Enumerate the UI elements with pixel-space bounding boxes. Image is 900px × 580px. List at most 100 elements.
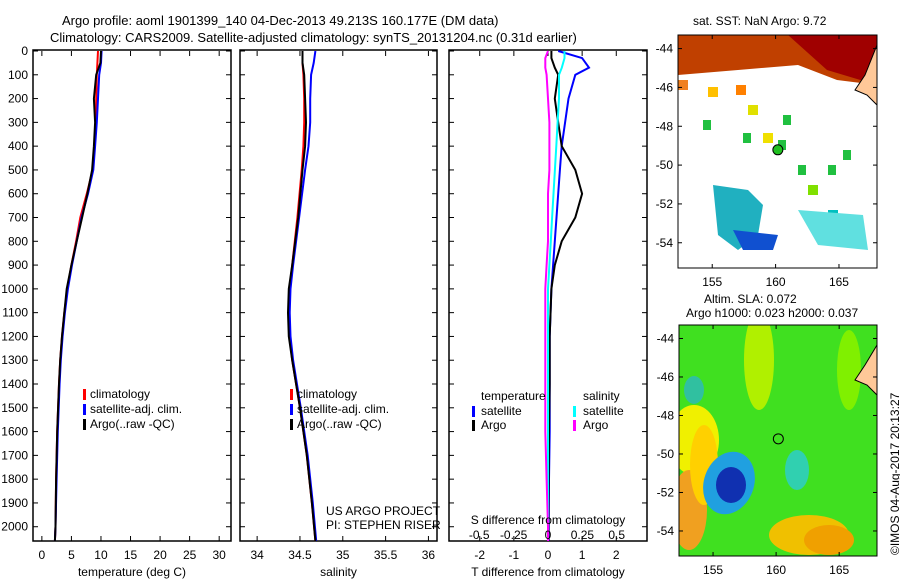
lat-tick-label: -54 [656, 236, 674, 250]
x-tick-label: 20 [153, 548, 167, 562]
s-diff-tick-label: -0.25 [500, 528, 528, 542]
sla-patch [804, 525, 854, 555]
sst-pixel [843, 150, 851, 160]
lat-tick-label: -52 [656, 197, 674, 211]
depth-tick-label: 600 [8, 187, 28, 201]
argo-float-marker [772, 144, 784, 156]
title-line-1: Argo profile: aoml 1901399_140 04-Dec-20… [62, 13, 499, 28]
lon-tick-label: 160 [766, 563, 786, 577]
sst-pixel [763, 133, 773, 143]
x-tick-label: 15 [124, 548, 138, 562]
title-line-2: Climatology: CARS2009. Satellite-adjuste… [50, 30, 577, 45]
s-diff-tick-label: 0 [545, 528, 552, 542]
depth-tick-label: 1200 [1, 329, 28, 343]
x-tick-label: 0 [39, 548, 46, 562]
legend-swatch [573, 406, 576, 417]
series-line-climatology [53, 50, 99, 542]
series-line-s-argo [544, 50, 551, 541]
depth-tick-label: 1700 [1, 448, 28, 462]
legend-title-temperature: temperature [481, 389, 546, 403]
temperature-x-axis-label: temperature (deg C) [78, 565, 186, 579]
sst-pixel [798, 165, 806, 175]
sla-patch [785, 450, 809, 490]
lat-tick-label: -50 [657, 447, 675, 461]
x-tick-label: 10 [94, 548, 108, 562]
legend-swatch [83, 404, 86, 415]
sst-pixel [678, 80, 688, 90]
difference-x-axis-label: T difference from climatology [471, 565, 625, 579]
legend-label: Argo(..raw -QC) [297, 417, 382, 431]
lon-tick-label: 160 [766, 275, 786, 289]
x-tick-label: 5 [68, 548, 75, 562]
x-tick-label: 30 [212, 548, 226, 562]
sst_map-frame [677, 34, 878, 269]
legend-label: climatology [297, 387, 357, 401]
depth-tick-label: 800 [8, 234, 28, 248]
lat-tick-label: -52 [657, 485, 675, 499]
sst-pixel [708, 87, 718, 97]
depth-tick-label: 700 [8, 211, 28, 225]
sla-low-core [716, 467, 746, 503]
s-diff-tick-label: 0.5 [608, 528, 625, 542]
lon-tick-label: 155 [702, 275, 722, 289]
legend-swatch [83, 419, 86, 430]
depth-tick-label: 400 [8, 139, 28, 153]
x-tick-label: 36 [422, 548, 436, 562]
sla_map-frame [678, 324, 878, 557]
sst-pixel [778, 140, 786, 150]
lon-tick-label: 165 [829, 275, 849, 289]
depth-tick-label: 1900 [1, 496, 28, 510]
legend-swatch [290, 404, 293, 415]
s-diff-axis-label: S difference from climatology [471, 513, 626, 527]
depth-tick-label: 200 [8, 92, 28, 106]
lat-tick-label: -44 [657, 331, 675, 345]
sst_map-field [678, 35, 877, 268]
sst-patch [798, 210, 868, 250]
depth-tick-label: 900 [8, 258, 28, 272]
pi-credit: PI: STEPHEN RISER [326, 518, 441, 532]
sla-map-title-2: Argo h1000: 0.023 h2000: 0.037 [686, 306, 859, 320]
depth-tick-label: 1000 [1, 282, 28, 296]
series-line-argo-raw-qc- [286, 51, 317, 542]
depth-tick-label: 1800 [1, 472, 28, 486]
land-new-zealand [854, 44, 877, 106]
legend-label: satellite-adj. clim. [297, 402, 389, 416]
sst-pixel [748, 105, 758, 115]
x-tick-label: 2 [613, 548, 620, 562]
depth-tick-label: 1100 [2, 306, 28, 320]
warm-core [788, 35, 877, 85]
legend-label: Argo(..raw -QC) [90, 417, 175, 431]
x-tick-label: -1 [509, 548, 520, 562]
s-diff-tick-label: 0.25 [571, 528, 595, 542]
series-line-s-satellite [547, 51, 566, 541]
x-tick-label: 34 [250, 548, 264, 562]
sst-pixel [808, 185, 818, 195]
sla-map-title-1: Altim. SLA: 0.072 [704, 292, 797, 306]
sla-patch [744, 325, 774, 410]
x-tick-label: 0 [545, 548, 552, 562]
sst-pixel [736, 85, 746, 95]
x-tick-label: 25 [183, 548, 197, 562]
depth-tick-label: 1400 [1, 377, 28, 391]
series-line-t-satellite [547, 50, 591, 541]
project-credit: US ARGO PROJECT [326, 504, 441, 518]
x-tick-label: -2 [474, 548, 485, 562]
legend-swatch [83, 389, 86, 400]
legend-label: satellite [583, 404, 624, 418]
sst_map [677, 34, 878, 269]
series-line-argo-raw-qc- [53, 50, 102, 542]
sst-patch [733, 230, 778, 250]
depth-tick-label: 1500 [1, 401, 28, 415]
sst-pixel [783, 115, 791, 125]
series-line-satellite-adj-clim- [288, 50, 318, 542]
legend-swatch [472, 420, 475, 431]
depth-tick-label: 1600 [1, 425, 28, 439]
temperature-axes-frame [32, 49, 232, 542]
depth-tick-label: 500 [8, 163, 28, 177]
lon-tick-label: 155 [703, 563, 723, 577]
sla-patch [837, 330, 861, 410]
depth-tick-label: 1300 [1, 353, 28, 367]
series-line-climatology [287, 51, 317, 542]
x-tick-label: 34.5 [288, 548, 312, 562]
